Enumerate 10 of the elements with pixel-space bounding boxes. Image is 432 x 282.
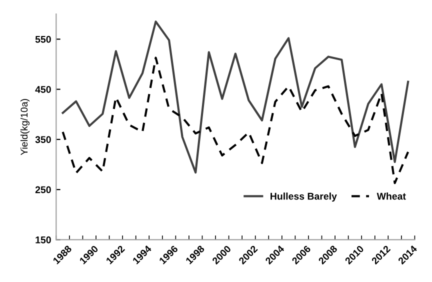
line-series — [62, 20, 410, 174]
legend-label: Wheat — [376, 192, 406, 200]
y-axis-title: Yield(kg/10a) — [20, 99, 30, 156]
line-series — [62, 56, 410, 184]
legend-label: Hulless Barely — [270, 192, 337, 202]
y-tick-label: 150 — [36, 236, 51, 244]
y-tick-label: 450 — [35, 86, 51, 93]
y-tick-label: 350 — [35, 136, 51, 144]
y-tick-label: 550 — [35, 36, 51, 43]
y-tick-label: 250 — [35, 186, 51, 194]
